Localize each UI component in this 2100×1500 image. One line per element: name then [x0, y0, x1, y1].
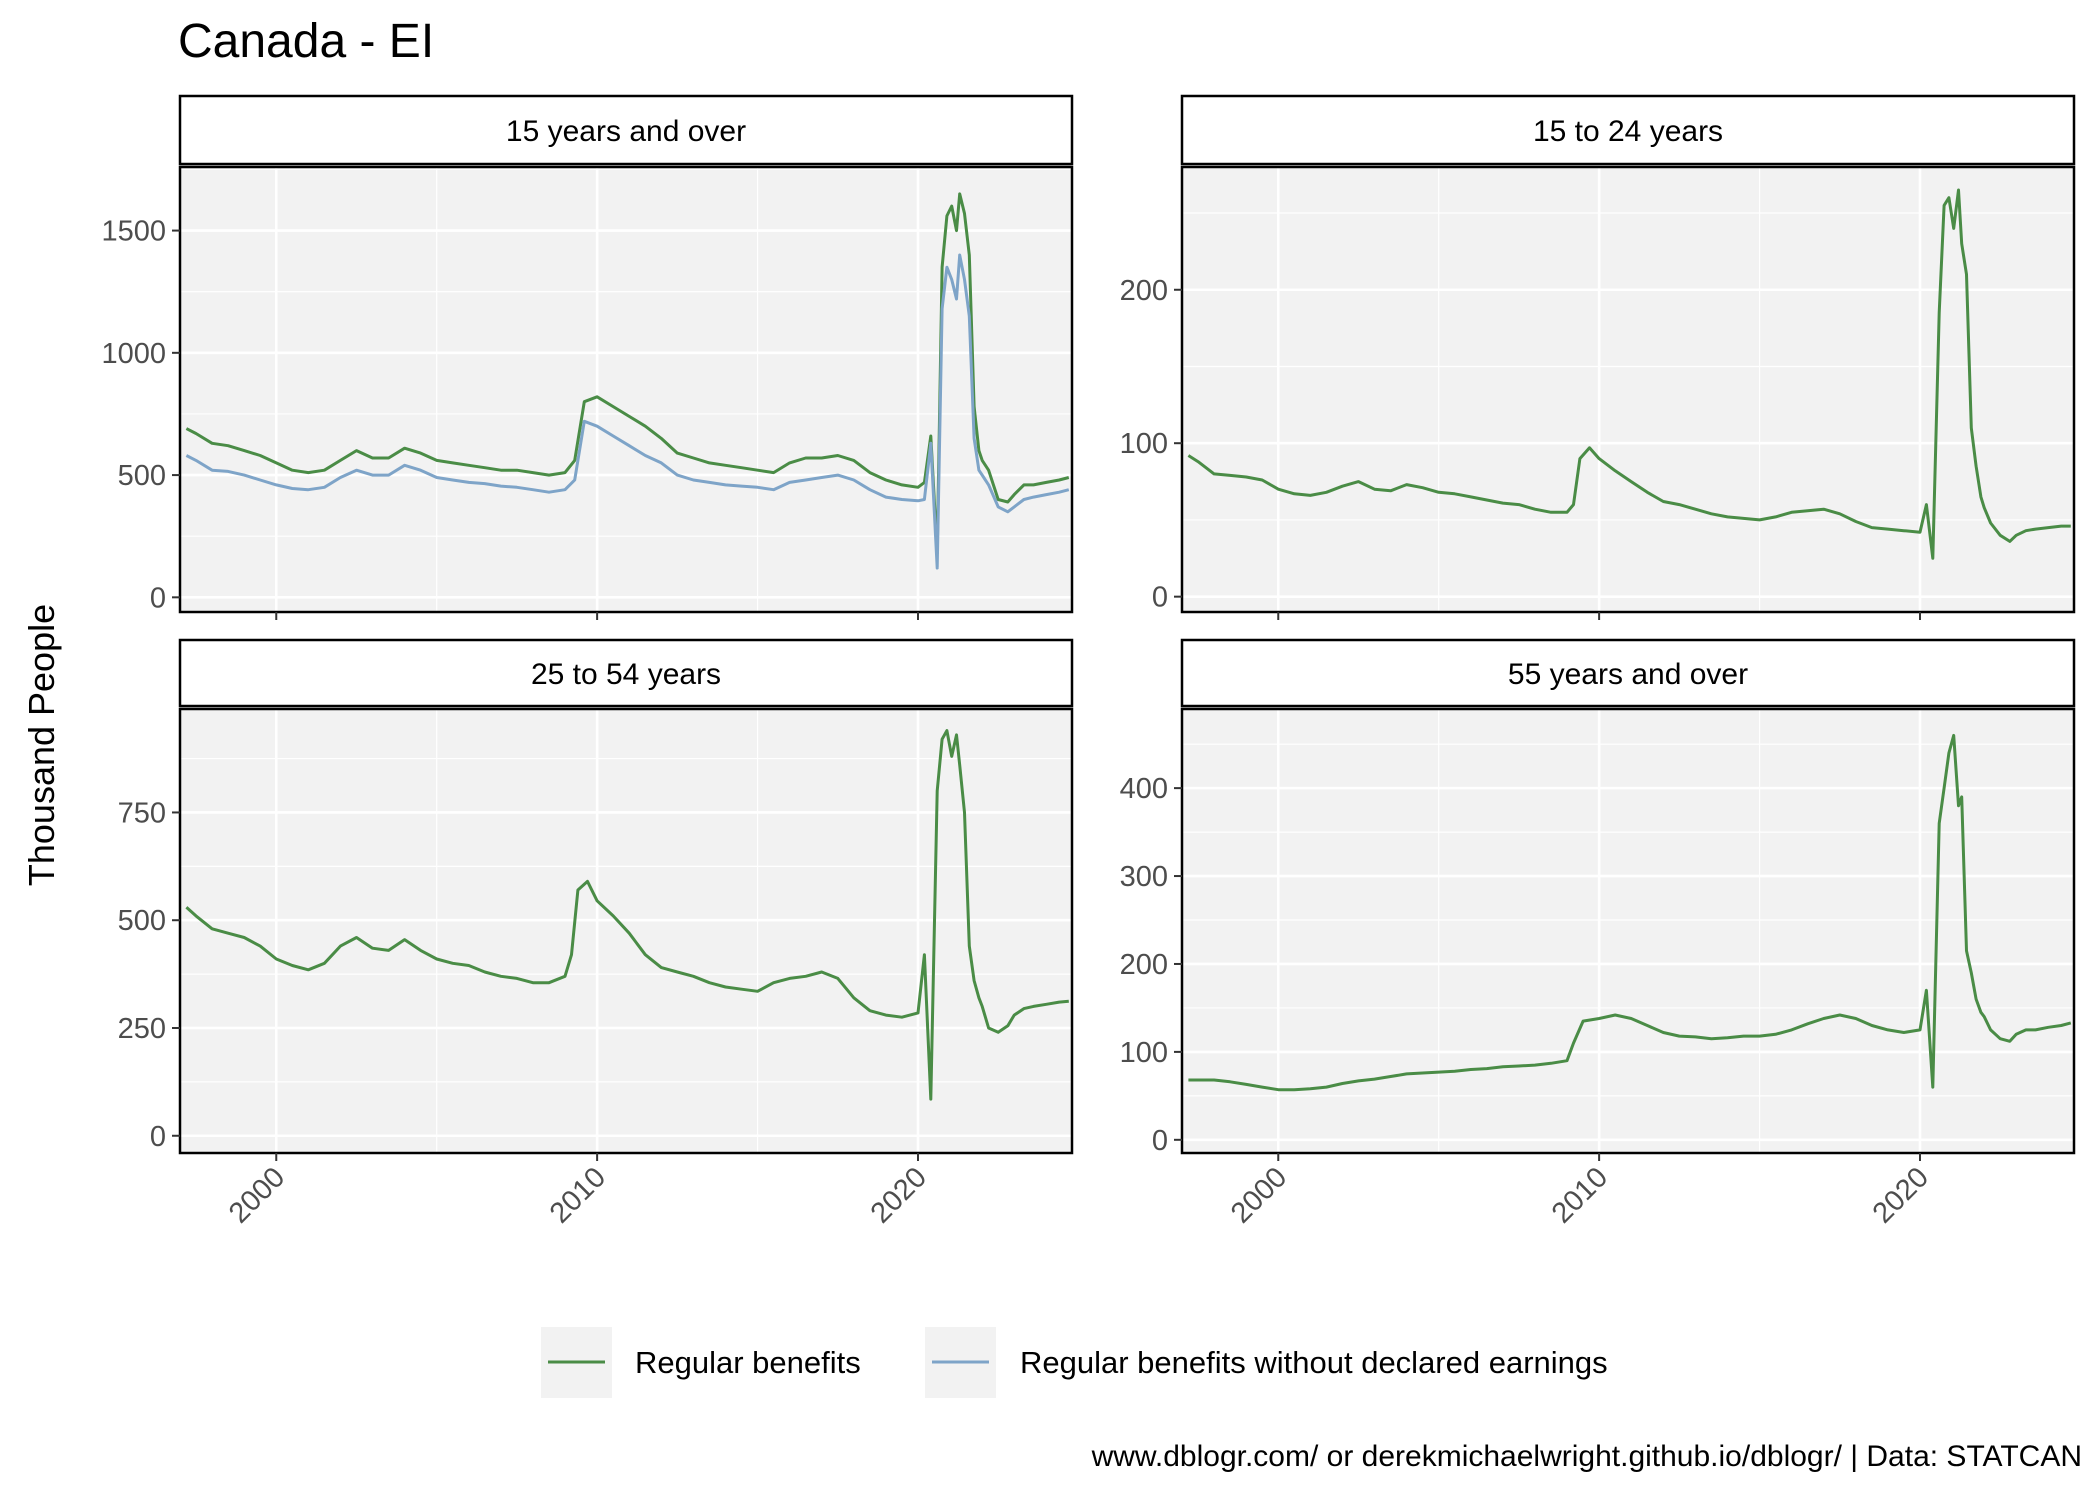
panel-background — [1182, 709, 2074, 1153]
facet-strip — [178, 638, 1074, 708]
facet-label: 15 to 24 years — [1533, 115, 1723, 148]
facet-strip — [178, 94, 1074, 166]
panel-border — [178, 165, 1074, 614]
y-tick-label: 1000 — [101, 338, 166, 370]
y-tick-label: 0 — [1152, 582, 1168, 614]
y-tick-label: 0 — [1152, 1125, 1168, 1157]
x-tick-label: 2010 — [1546, 1161, 1614, 1229]
y-tick-label: 750 — [118, 797, 166, 829]
facet-label: 55 years and over — [1508, 658, 1748, 691]
y-tick-label: 250 — [118, 1013, 166, 1045]
facet-label: 15 years and over — [506, 115, 746, 148]
x-tick-label: 2010 — [544, 1161, 612, 1229]
panel-3: 25 to 54 years 0 250 500 750 2000 2010 2020 — [118, 638, 1074, 1230]
series-line — [185, 192, 1070, 555]
y-tick-label: 300 — [1120, 861, 1168, 893]
legend: Regular benefits Regular benefits without… — [541, 1327, 1608, 1398]
x-tick-label: 2000 — [223, 1161, 291, 1229]
legend-label: Regular benefits without declared earnin… — [1020, 1345, 1608, 1380]
series-line — [1187, 188, 2071, 560]
y-tick-label: 0 — [150, 582, 166, 614]
y-tick-label: 100 — [1120, 428, 1168, 460]
x-tick-label: 2000 — [1225, 1161, 1293, 1229]
caption: www.dblogr.com/ or derekmichaelwright.gi… — [1091, 1440, 2082, 1473]
facet-label: 25 to 54 years — [531, 658, 721, 691]
y-tick-label: 400 — [1120, 773, 1168, 805]
panel-1: 15 years and over 0 500 1000 1500 — [101, 94, 1074, 620]
y-tick-label: 200 — [1120, 275, 1168, 307]
y-tick-label: 500 — [118, 905, 166, 937]
panel-border — [178, 707, 1074, 1155]
y-tick-label: 0 — [150, 1121, 166, 1153]
panel-4: 55 years and over 0 100 200 300 400 2000 2010 20… — [1120, 638, 2076, 1230]
panel-2: 15 to 24 years 0 100 200 — [1120, 94, 2076, 620]
y-tick-label: 500 — [118, 460, 166, 492]
facet-strip — [1180, 638, 2076, 708]
y-tick-label: 100 — [1120, 1037, 1168, 1069]
chart-title: Canada - EI — [178, 15, 435, 68]
y-tick-label: 1500 — [101, 216, 166, 248]
panel-background — [180, 167, 1072, 612]
series-line — [185, 729, 1069, 1101]
x-tick-label: 2020 — [865, 1161, 933, 1229]
facet-strip — [1180, 94, 2076, 166]
series-line — [185, 253, 1070, 570]
x-tick-label: 2020 — [1867, 1161, 1935, 1229]
panel-background — [1182, 167, 2074, 612]
legend-label: Regular benefits — [635, 1345, 861, 1380]
y-tick-label: 200 — [1120, 949, 1168, 981]
series-line — [1188, 733, 2072, 1092]
panel-border — [1180, 707, 2076, 1155]
panel-border — [1180, 165, 2076, 614]
